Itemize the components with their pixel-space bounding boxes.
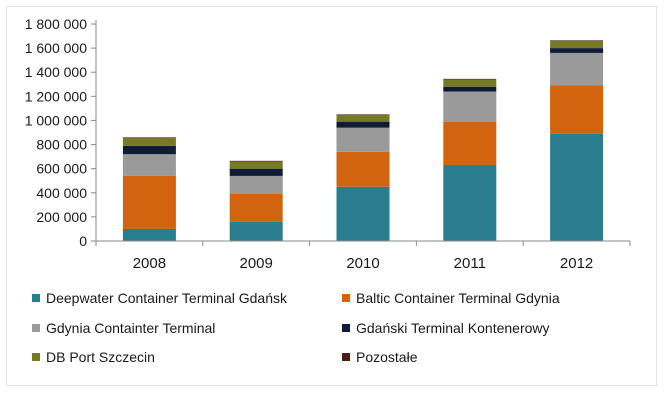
- legend-item: Gdynia Containter Terminal: [32, 320, 215, 336]
- legend-item: DB Port Szczecin: [32, 349, 155, 365]
- bar-segment: [336, 121, 390, 128]
- y-tick-label: 400 000: [36, 185, 87, 201]
- bar-segment: [550, 48, 604, 53]
- legend-item: Baltic Container Terminal Gdynia: [342, 290, 560, 306]
- bar-segment: [443, 78, 497, 80]
- y-tick-label: 1 400 000: [25, 64, 87, 80]
- bar-segment: [550, 85, 604, 134]
- bar-segment: [122, 137, 176, 138]
- y-tick-label: 1 800 000: [25, 16, 87, 32]
- x-tick-label: 2011: [454, 255, 486, 272]
- bar-segment: [229, 193, 283, 222]
- bar-segment: [229, 160, 283, 162]
- bar-segment: [336, 151, 390, 187]
- legend-swatch: [32, 353, 40, 361]
- y-tick-label: 0: [79, 233, 87, 249]
- stacked-bar-chart: 0 200 000 400 000 600 000 800 000 1 000 000 1 …: [25, 16, 631, 272]
- bar-segment: [122, 175, 176, 229]
- legend-label: Gdański Terminal Kontenerowy: [356, 320, 550, 336]
- axis-layer: 0 200 000 400 000 600 000 800 000 1 000 000 1 …: [25, 16, 631, 272]
- legend-item: Pozostałe: [342, 349, 417, 365]
- bar-segment: [336, 114, 390, 116]
- bar-segment: [336, 186, 390, 241]
- bar-segment: [443, 91, 497, 122]
- bar-segment: [336, 127, 390, 152]
- bar-segment: [229, 221, 283, 241]
- legend-swatch: [342, 324, 350, 332]
- legend-swatch: [342, 353, 350, 361]
- y-tick-label: 600 000: [36, 161, 87, 177]
- bar-segment: [229, 175, 283, 194]
- bar-segment: [229, 161, 283, 169]
- legend-label: DB Port Szczecin: [46, 349, 155, 365]
- legend-swatch: [32, 294, 40, 302]
- y-tick-label: 800 000: [36, 137, 87, 153]
- legend-item: Deepwater Container Terminal Gdańsk: [32, 290, 287, 306]
- legend-label: Pozostałe: [356, 349, 418, 365]
- legend-label: Gdynia Containter Terminal: [46, 320, 216, 336]
- bar-segment: [443, 79, 497, 87]
- bar-segment: [550, 52, 604, 86]
- legend-swatch: [32, 324, 40, 332]
- bar-segment: [122, 137, 176, 146]
- legend-item: Gdański Terminal Kontenerowy: [342, 320, 550, 336]
- bars-layer: [122, 40, 604, 241]
- bar-segment: [550, 133, 604, 241]
- x-tick-label: 2010: [346, 255, 379, 272]
- bar-segment: [122, 145, 176, 155]
- bar-segment: [443, 86, 497, 92]
- bar-segment: [550, 40, 604, 41]
- bar-segment: [122, 154, 176, 176]
- y-tick-label: 1 200 000: [25, 88, 87, 104]
- x-tick-label: 2009: [240, 255, 273, 272]
- bar-segment: [229, 168, 283, 176]
- bar-segment: [336, 115, 390, 122]
- bar-segment: [443, 165, 497, 241]
- chart-border: [6, 6, 657, 386]
- legend-label: Deepwater Container Terminal Gdańsk: [46, 290, 287, 306]
- legend-swatch: [342, 294, 350, 302]
- x-tick-label: 2008: [133, 255, 166, 272]
- y-tick-label: 1 600 000: [25, 40, 87, 56]
- x-tick-label: 2012: [560, 255, 593, 272]
- bar-segment: [122, 228, 176, 241]
- bar-segment: [443, 121, 497, 166]
- y-tick-label: 1 000 000: [25, 112, 87, 128]
- bar-segment: [550, 40, 604, 49]
- legend-label: Baltic Container Terminal Gdynia: [356, 290, 560, 306]
- y-tick-label: 200 000: [36, 209, 87, 225]
